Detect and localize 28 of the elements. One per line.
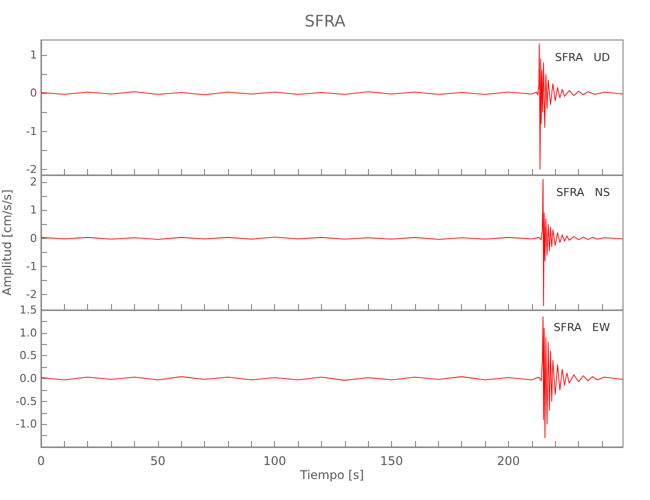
- x-tick-label: 50: [150, 454, 166, 468]
- line-series: [40, 316, 624, 438]
- y-tick-label: 0: [30, 232, 37, 245]
- line-series: [40, 178, 624, 306]
- y-tick-label: 2: [30, 176, 37, 189]
- y-axis-title: Amplitud [cm/s/s]: [0, 189, 14, 296]
- y-tick-label: 1: [30, 48, 37, 62]
- x-tick-label: 150: [380, 454, 404, 468]
- y-tick-label: -1: [26, 260, 37, 273]
- y-tick-label: 0: [30, 86, 37, 100]
- y-tick-label: 0.5: [20, 349, 37, 362]
- line-series: [40, 43, 624, 170]
- annotation: SFRA NS: [556, 186, 610, 199]
- y-tick-label: 1.5: [20, 304, 37, 316]
- chart-title: SFRA: [304, 12, 346, 30]
- y-tick-label: -0.5: [16, 394, 37, 408]
- y-tick-label: -2: [26, 162, 37, 176]
- annotation: SFRA UD: [554, 51, 610, 64]
- annotation: SFRA EW: [554, 321, 610, 334]
- x-axis-title: Tiempo [s]: [299, 468, 364, 482]
- y-tick-label: -1: [26, 124, 37, 138]
- y-tick-label: -1.0: [16, 418, 37, 431]
- y-tick-label: 1.0: [20, 326, 37, 340]
- x-tick-label: 200: [497, 454, 520, 468]
- y-tick-label: 0.0: [20, 372, 37, 385]
- y-tick-label: -2: [26, 288, 37, 302]
- x-tick-label: 100: [263, 454, 286, 468]
- y-tick-label: 1: [30, 204, 37, 217]
